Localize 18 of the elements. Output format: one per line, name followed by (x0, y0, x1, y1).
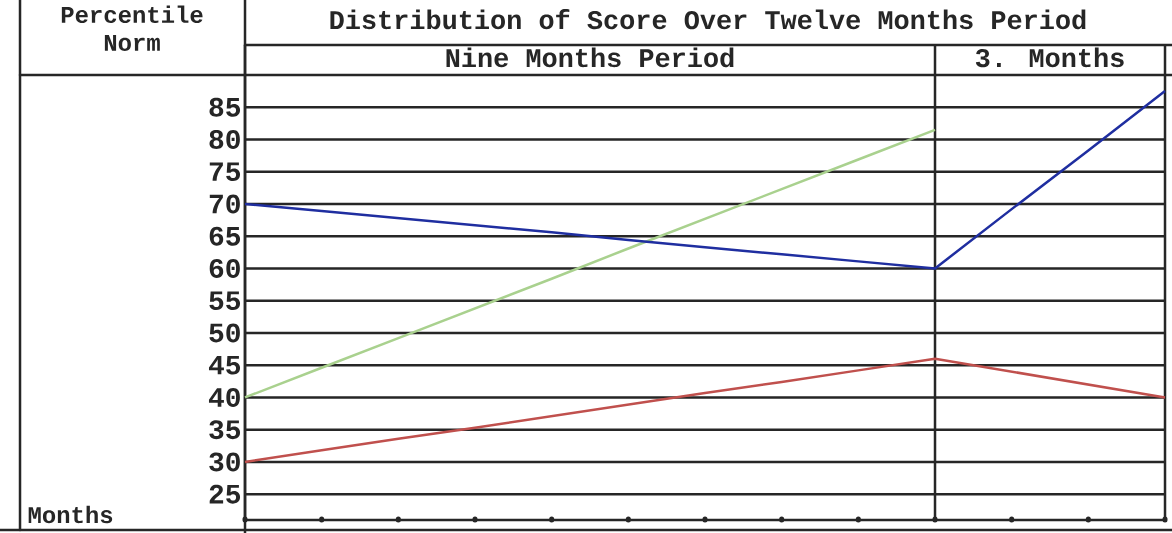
y-tick-label: 85 (209, 97, 241, 117)
y-tick-label: 45 (208, 355, 241, 375)
text: 3. Months (975, 47, 1124, 68)
y-tick-label: 40 (208, 387, 240, 407)
chart-title: Distribution of Score Over Twelve Months Period (330, 9, 1086, 30)
text: Nine Months Period (446, 47, 734, 68)
y-tick-label: 65 (209, 226, 241, 246)
y-tick-label: 50 (209, 323, 240, 343)
y-tick-label: 35 (209, 420, 241, 440)
y-tick-label: 80 (209, 130, 240, 149)
y-tick-label: 60 (209, 259, 240, 278)
y-tick-label: 55 (209, 291, 241, 311)
y-axis-title: Percentile Norm (61, 5, 203, 51)
y-tick-label: 70 (209, 194, 240, 214)
y-tick-label: 30 (209, 452, 240, 472)
y-tick-label: 25 (209, 484, 241, 504)
x-axis-title: Months (28, 505, 113, 524)
y-tick-label: 75 (209, 162, 241, 182)
